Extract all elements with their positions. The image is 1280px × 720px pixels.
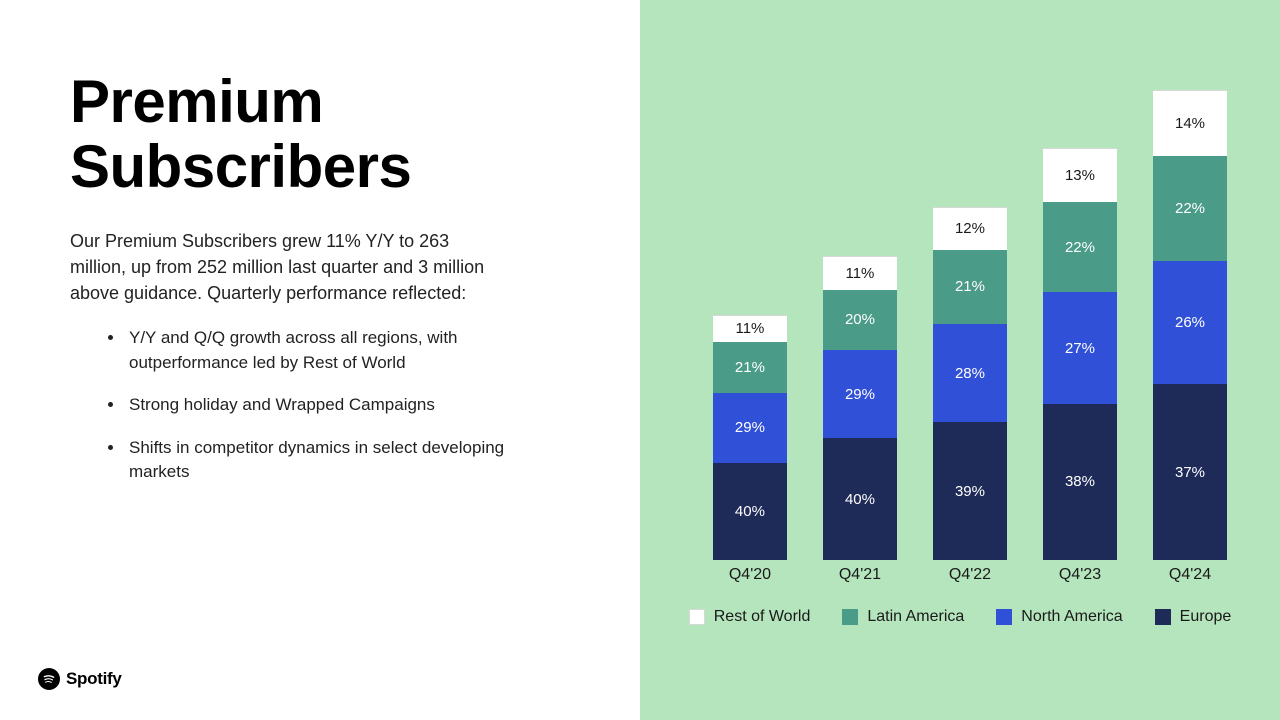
legend-label: North America — [1021, 608, 1122, 626]
bullet-item: Strong holiday and Wrapped Campaigns — [125, 393, 510, 418]
bar-segment: 21% — [933, 250, 1007, 324]
bar-segment: 11% — [823, 256, 897, 289]
stacked-bar: 13%22%27%38% — [1043, 148, 1117, 560]
chart-legend: Rest of World Latin America North America E… — [640, 608, 1280, 626]
legend-label: Latin America — [867, 608, 964, 626]
bar-segment: 28% — [933, 324, 1007, 423]
bar-column: 11%20%29%40% — [810, 70, 910, 560]
bar-segment: 37% — [1153, 384, 1227, 560]
bar-segment: 38% — [1043, 404, 1117, 560]
intro-text: Our Premium Subscribers grew 11% Y/Y to … — [70, 228, 510, 306]
bar-segment: 20% — [823, 290, 897, 351]
legend-swatch — [1155, 609, 1171, 625]
stacked-bar: 11%21%29%40% — [713, 315, 787, 560]
slide: Premium Subscribers Our Premium Subscrib… — [0, 0, 1280, 720]
bar-column: 12%21%28%39% — [920, 70, 1020, 560]
legend-swatch — [689, 609, 705, 625]
bar-segment: 39% — [933, 422, 1007, 560]
x-axis-label: Q4'23 — [1030, 566, 1130, 584]
bar-segment: 29% — [713, 393, 787, 463]
bar-segment: 26% — [1153, 261, 1227, 385]
x-axis-label: Q4'22 — [920, 566, 1020, 584]
stacked-bar: 11%20%29%40% — [823, 256, 897, 560]
bar-segment: 29% — [823, 350, 897, 438]
bar-segment: 11% — [713, 315, 787, 342]
bar-column: 13%22%27%38% — [1030, 70, 1130, 560]
bar-segment: 12% — [933, 207, 1007, 249]
x-axis-label: Q4'21 — [810, 566, 910, 584]
bar-segment: 13% — [1043, 148, 1117, 202]
legend-swatch — [996, 609, 1012, 625]
brand-logo: Spotify — [38, 668, 122, 690]
legend-label: Rest of World — [714, 608, 811, 626]
legend-item: North America — [996, 608, 1122, 626]
x-axis-labels: Q4'20 Q4'21 Q4'22 Q4'23 Q4'24 — [700, 566, 1240, 584]
bullet-list: Y/Y and Q/Q growth across all regions, w… — [70, 326, 510, 485]
stacked-bar: 12%21%28%39% — [933, 207, 1007, 560]
bar-column: 11%21%29%40% — [700, 70, 800, 560]
legend-label: Europe — [1180, 608, 1232, 626]
brand-text: Spotify — [66, 669, 122, 689]
bar-segment: 14% — [1153, 90, 1227, 157]
page-title: Premium Subscribers — [70, 70, 580, 200]
spotify-icon — [38, 668, 60, 690]
bullet-item: Shifts in competitor dynamics in select … — [125, 436, 510, 485]
bar-segment: 21% — [713, 342, 787, 393]
legend-item: Latin America — [842, 608, 964, 626]
chart-panel: 11%21%29%40%11%20%29%40%12%21%28%39%13%2… — [640, 0, 1280, 720]
stacked-bar: 14%22%26%37% — [1153, 90, 1227, 560]
bar-group: 11%21%29%40%11%20%29%40%12%21%28%39%13%2… — [700, 70, 1240, 560]
chart-plot: 11%21%29%40%11%20%29%40%12%21%28%39%13%2… — [700, 70, 1240, 560]
legend-item: Europe — [1155, 608, 1232, 626]
bar-segment: 22% — [1043, 202, 1117, 293]
x-axis-label: Q4'24 — [1140, 566, 1240, 584]
left-panel: Premium Subscribers Our Premium Subscrib… — [0, 0, 640, 720]
bullet-item: Y/Y and Q/Q growth across all regions, w… — [125, 326, 510, 375]
bar-segment: 40% — [823, 438, 897, 560]
bar-segment: 22% — [1153, 156, 1227, 261]
chart-area: 11%21%29%40%11%20%29%40%12%21%28%39%13%2… — [640, 0, 1280, 720]
bar-segment: 40% — [713, 463, 787, 560]
bar-segment: 27% — [1043, 292, 1117, 403]
legend-swatch — [842, 609, 858, 625]
x-axis-label: Q4'20 — [700, 566, 800, 584]
bar-column: 14%22%26%37% — [1140, 70, 1240, 560]
legend-item: Rest of World — [689, 608, 811, 626]
